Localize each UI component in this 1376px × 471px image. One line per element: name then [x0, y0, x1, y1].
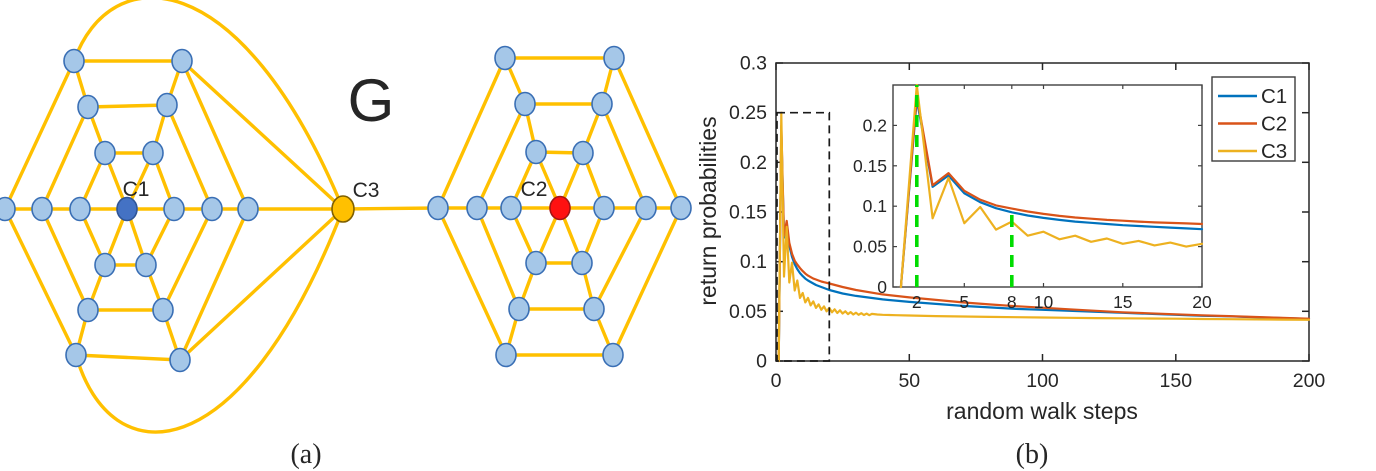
- legend-label-c1: C1: [1261, 85, 1287, 108]
- y-axis-label: return probabilities: [695, 116, 721, 305]
- graph-node: [427, 195, 449, 221]
- node-c2: [549, 195, 571, 221]
- label-c2: C2: [521, 178, 548, 201]
- inset-y-tick-label: 0: [877, 277, 887, 297]
- caption-b: (b): [1016, 439, 1049, 470]
- graph-node: [169, 347, 191, 373]
- inset-y-tick-label: 0.05: [853, 237, 887, 257]
- graph-node: [508, 296, 530, 322]
- graph-node: [500, 195, 522, 221]
- legend-box: [1211, 76, 1296, 162]
- graph-node: [635, 195, 657, 221]
- graph-node: [603, 45, 625, 71]
- bridge-arc-edge: [72, 0, 345, 211]
- label-c3: C3: [353, 179, 380, 202]
- y-tick-label: 0.15: [729, 202, 767, 224]
- zoom-region-box: [776, 111, 831, 362]
- graph-node: [69, 196, 91, 222]
- graph-node: [602, 342, 624, 368]
- inset-series-c2-line: [899, 94, 1204, 289]
- graph-node: [163, 196, 185, 222]
- graph-name-label: G: [348, 67, 395, 134]
- inset-axes-box: [892, 84, 1203, 288]
- inset-x-tick-label: 8: [1007, 292, 1017, 312]
- graph-node: [514, 91, 536, 117]
- y-tick-label: 0.3: [740, 53, 767, 75]
- y-tick-label: 0.05: [729, 301, 767, 323]
- bridge-edge: [341, 206, 440, 211]
- graph-node: [135, 252, 157, 278]
- graph-node: [65, 342, 87, 368]
- graph-node: [152, 297, 174, 323]
- y-tick-label: 0.2: [740, 152, 767, 174]
- graph-node: [466, 195, 488, 221]
- label-c1: C1: [123, 178, 150, 201]
- inset-x-tick-label: 5: [959, 292, 969, 312]
- graph-node: [94, 252, 116, 278]
- graph-node: [31, 196, 53, 222]
- inset-x-tick-label: 2: [912, 292, 922, 312]
- caption-a: (a): [290, 439, 321, 470]
- graph-node: [494, 45, 516, 71]
- graph-node: [171, 48, 193, 74]
- graph-node: [142, 140, 164, 166]
- graph-node: [583, 296, 605, 322]
- inset-x-tick-label: 15: [1113, 292, 1132, 312]
- x-tick-label: 200: [1293, 370, 1326, 392]
- node-c1: [116, 196, 138, 222]
- bridge-edge: [178, 207, 345, 362]
- graph-labels-layer: C1 C2 C3: [123, 178, 548, 202]
- inset-x-tick-label: 10: [1034, 292, 1054, 312]
- graph-node: [201, 196, 223, 222]
- inset-y-tick-label: 0.1: [863, 196, 887, 216]
- y-tick-label: 0.1: [740, 251, 767, 273]
- x-tick-label: 150: [1160, 370, 1193, 392]
- bridge-edge: [180, 59, 345, 211]
- graph-node: [591, 91, 613, 117]
- x-tick-label: 100: [1026, 370, 1059, 392]
- bridge-arc-edge: [74, 207, 345, 434]
- x-tick-label: 50: [898, 370, 920, 392]
- graph-node: [77, 94, 99, 120]
- y-tick-label: 0.25: [729, 102, 767, 124]
- graph-node: [525, 250, 547, 276]
- graph-node: [237, 196, 259, 222]
- graph-node: [0, 196, 16, 222]
- inset-y-tick-label: 0.2: [863, 115, 887, 135]
- inset-series-c3-line: [899, 83, 1204, 289]
- inset-y-tick-label: 0.15: [853, 156, 887, 176]
- inset-series-c1-line: [899, 98, 1204, 289]
- graph-node: [63, 48, 85, 74]
- graph-node: [525, 139, 547, 165]
- series-c3-line: [777, 111, 1311, 363]
- node-c3: [331, 195, 355, 223]
- graph-node: [571, 250, 593, 276]
- x-axis-label: random walk steps: [946, 398, 1138, 424]
- inset-x-tick-label: 20: [1192, 292, 1212, 312]
- graph-node: [572, 140, 594, 166]
- graph-node: [593, 195, 615, 221]
- y-tick-label: 0: [756, 351, 767, 373]
- x-tick-label: 0: [771, 370, 782, 392]
- graph-node: [495, 342, 517, 368]
- graph-node: [77, 297, 99, 323]
- graph-node: [156, 92, 178, 118]
- graph-nodes-layer: [0, 45, 692, 373]
- graph-node: [94, 140, 116, 166]
- graph-node: [670, 195, 692, 221]
- legend-label-c3: C3: [1261, 140, 1287, 163]
- legend-label-c2: C2: [1261, 113, 1287, 136]
